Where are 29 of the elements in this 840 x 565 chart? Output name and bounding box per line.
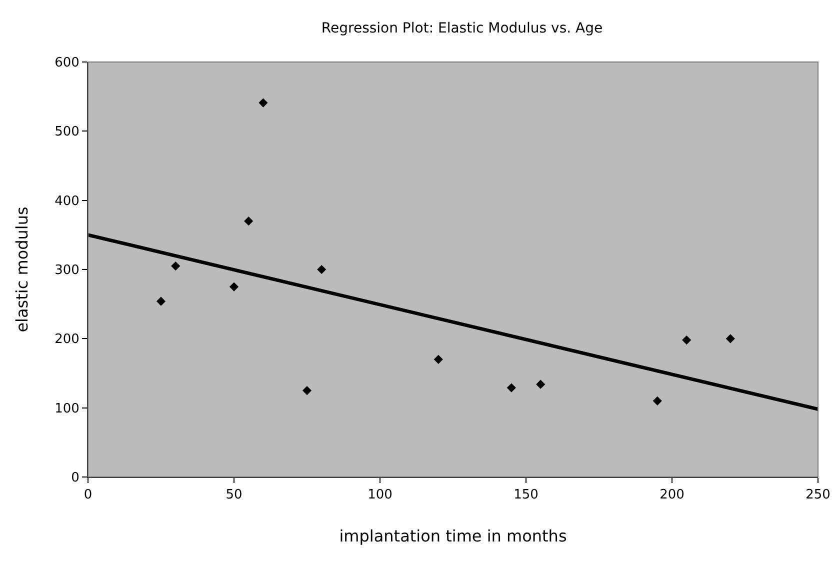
point bbox=[506, 383, 516, 392]
y-tick-label: 200 bbox=[54, 332, 80, 348]
point bbox=[652, 396, 662, 406]
point bbox=[434, 354, 443, 364]
x-tick-label: 150 bbox=[514, 488, 538, 503]
point bbox=[156, 296, 166, 306]
point bbox=[317, 264, 326, 274]
point bbox=[258, 98, 268, 108]
y-tick-label: 500 bbox=[54, 124, 80, 140]
y-tick-label: 100 bbox=[54, 401, 80, 416]
point bbox=[229, 282, 239, 292]
point bbox=[244, 216, 254, 226]
x-tick-label: 0 bbox=[84, 488, 92, 503]
y-axis-title: elastic modulus bbox=[12, 206, 32, 332]
y-tick-label: 300 bbox=[54, 263, 80, 278]
point bbox=[171, 261, 180, 271]
x-tick-label: 100 bbox=[368, 488, 392, 503]
x-axis-title: implantation time in months bbox=[339, 526, 567, 546]
point bbox=[302, 386, 312, 396]
chart-title: Regression Plot: Elastic Modulus vs. Age bbox=[321, 20, 603, 36]
y-tick-label: 0 bbox=[71, 470, 80, 486]
y-tick-label: 600 bbox=[54, 56, 80, 71]
point bbox=[726, 334, 735, 344]
point bbox=[536, 380, 546, 389]
x-tick-label: 250 bbox=[806, 488, 830, 503]
y-tick-label: 400 bbox=[54, 194, 80, 209]
x-tick-label: 200 bbox=[660, 488, 684, 503]
x-tick-label: 50 bbox=[226, 488, 242, 503]
point bbox=[682, 336, 692, 345]
